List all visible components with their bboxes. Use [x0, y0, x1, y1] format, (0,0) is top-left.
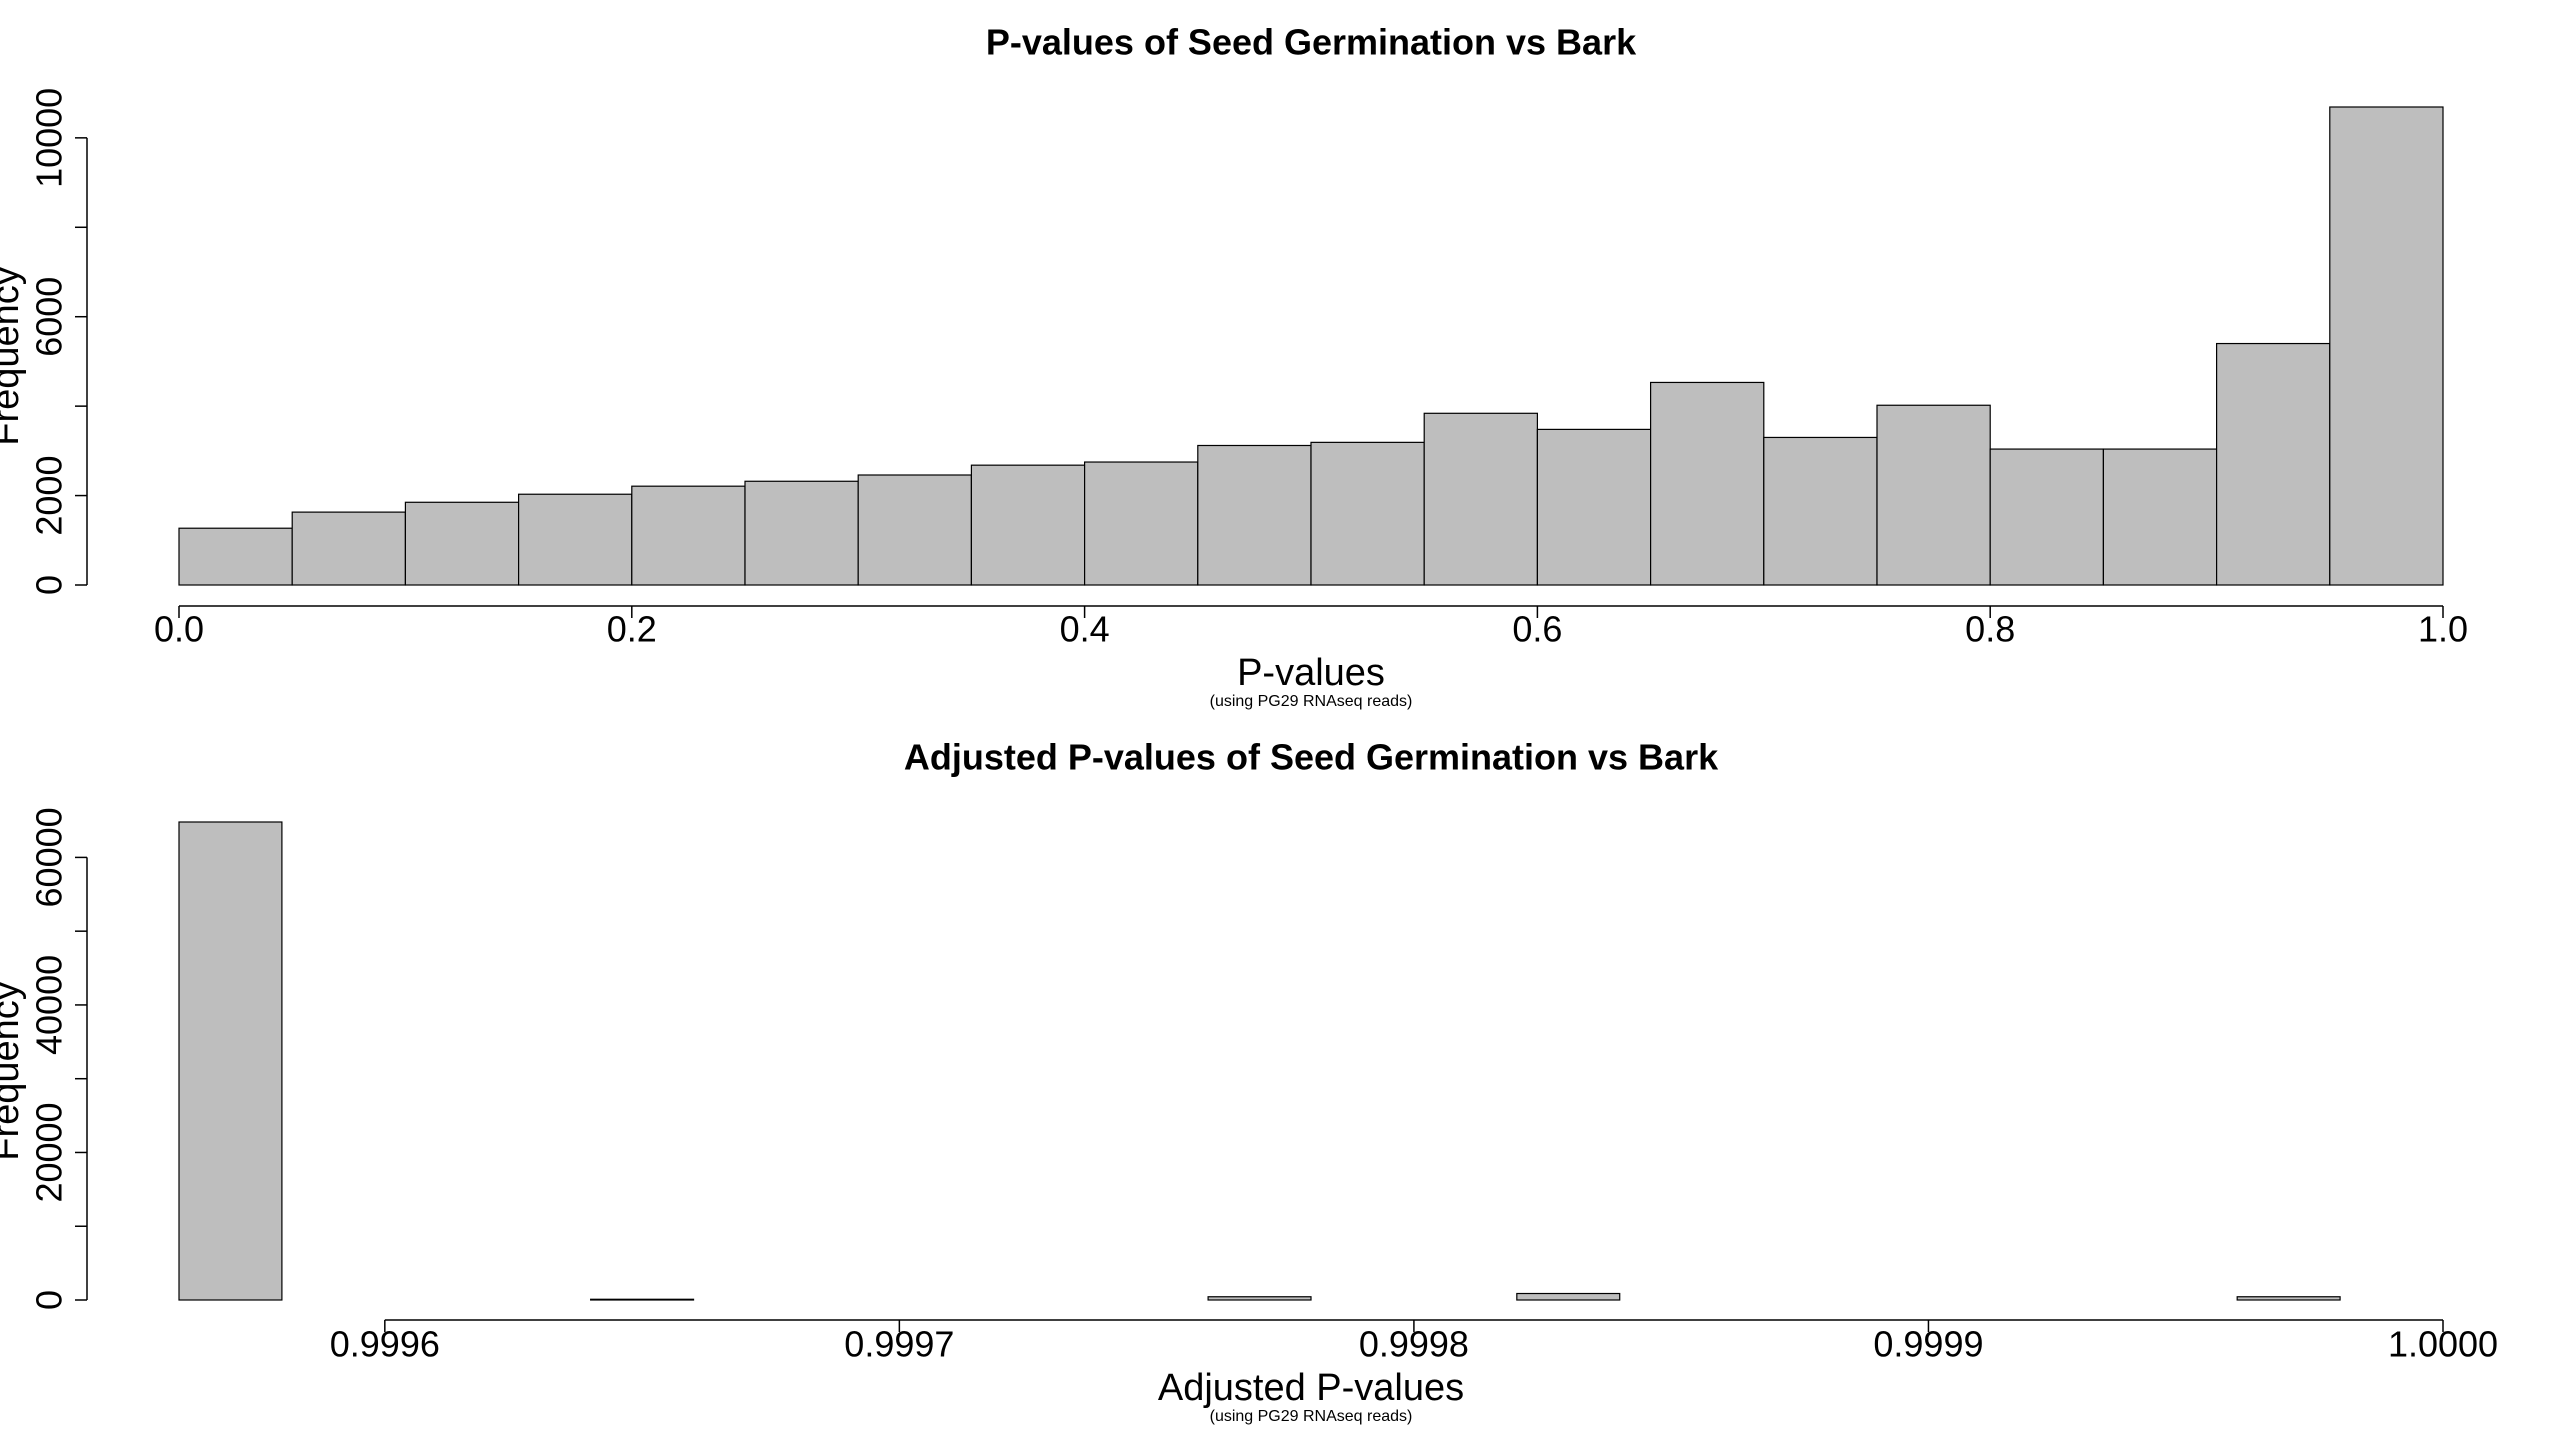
bar	[1197, 444, 1312, 586]
x-tick-label: 1.0	[2418, 609, 2468, 650]
y-tick-label: 6000	[29, 277, 70, 357]
bar	[178, 821, 283, 1301]
bar	[1989, 448, 2104, 586]
y-tick-label: 10000	[29, 88, 70, 188]
chart-title: Adjusted P-values of Seed Germination vs…	[904, 737, 1719, 778]
bar	[2329, 106, 2444, 586]
y-axis-title: Frequency	[0, 266, 27, 446]
y-tick-label: 60000	[29, 807, 70, 907]
bar	[1083, 461, 1199, 586]
bar	[2102, 448, 2218, 586]
x-tick-label: 1.0000	[2388, 1324, 2498, 1365]
y-tick-label: 20000	[29, 1102, 70, 1202]
bar	[1763, 436, 1878, 586]
bar	[291, 511, 407, 586]
bar	[857, 474, 973, 586]
bar	[178, 527, 293, 586]
x-tick-label: 0.9996	[330, 1324, 440, 1365]
bar	[2216, 342, 2331, 586]
y-tick-label: 2000	[29, 456, 70, 536]
bar	[1423, 412, 1538, 586]
bar	[1536, 428, 1652, 586]
chart-title: P-values of Seed Germination vs Bark	[986, 22, 1637, 63]
bar	[517, 493, 633, 586]
bar	[404, 501, 520, 586]
y-axis-title: Frequency	[0, 981, 27, 1161]
x-axis-title: P-values	[1237, 652, 1385, 694]
x-axis-subtitle: (using PG29 RNAseq reads)	[1210, 693, 1413, 710]
bar	[1310, 441, 1425, 586]
bar	[631, 485, 746, 586]
x-axis-subtitle: (using PG29 RNAseq reads)	[1210, 1408, 1413, 1425]
x-tick-label: 0.8	[1965, 609, 2015, 650]
x-tick-label: 0.9999	[1873, 1324, 1983, 1365]
bar	[590, 1298, 695, 1301]
bar	[1516, 1292, 1621, 1301]
bar	[1207, 1296, 1312, 1301]
x-tick-label: 0.2	[607, 609, 657, 650]
x-tick-label: 0.9997	[844, 1324, 954, 1365]
bar	[2236, 1296, 2341, 1301]
y-tick-label: 40000	[29, 955, 70, 1055]
bar	[744, 480, 859, 586]
bar	[1649, 381, 1765, 586]
x-tick-label: 0.0	[154, 609, 204, 650]
x-tick-label: 0.4	[1060, 609, 1110, 650]
bar	[970, 464, 1086, 586]
y-tick-label: 0	[29, 575, 70, 595]
y-tick-label: 0	[29, 1290, 70, 1310]
x-tick-label: 0.9998	[1359, 1324, 1469, 1365]
bar	[1876, 404, 1991, 586]
x-axis-title: Adjusted P-values	[1158, 1367, 1464, 1409]
x-tick-label: 0.6	[1512, 609, 1562, 650]
